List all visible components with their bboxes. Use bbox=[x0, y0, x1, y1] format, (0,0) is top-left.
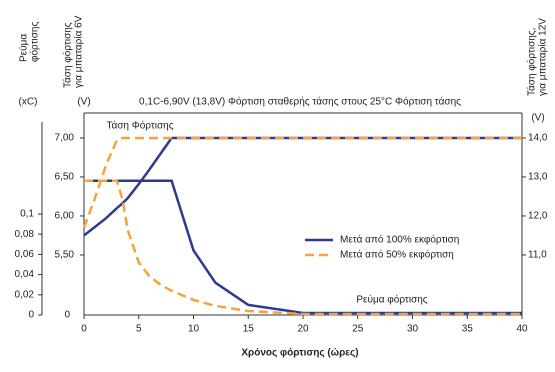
current-line bbox=[84, 179, 522, 315]
current-tick-label: 0,08 bbox=[15, 229, 35, 240]
x-tick-label: 30 bbox=[407, 324, 419, 335]
legend-label: Μετά από 50% εκφόρτιση bbox=[340, 249, 454, 261]
current-tick-label: 0 bbox=[28, 310, 34, 321]
y2-tick-label: 13,0 bbox=[528, 172, 548, 183]
current-tick-label: 0,02 bbox=[15, 289, 35, 300]
y-unit: (V) bbox=[77, 97, 90, 108]
y-axis-title: Τάση φόρτισης bbox=[62, 22, 74, 88]
y2-axis-title: Τάση φόρτισης, bbox=[526, 28, 538, 96]
y2-axis-title: για μπαταρία 12V bbox=[537, 18, 549, 96]
voltage-line bbox=[83, 136, 522, 237]
x-tick-label: 35 bbox=[462, 324, 474, 335]
x-tick-label: 20 bbox=[297, 324, 309, 335]
x-tick-label: 40 bbox=[516, 324, 528, 335]
x-tick-label: 0 bbox=[81, 324, 87, 335]
current-tick-label: 0,06 bbox=[15, 249, 35, 260]
voltage-line bbox=[82, 136, 522, 229]
x-tick-label: 10 bbox=[188, 324, 200, 335]
y2-unit: (V) bbox=[531, 113, 544, 124]
x-axis-title: Χρόνος φόρτισης (ώρες) bbox=[241, 348, 358, 359]
y-tick-label: 7,00 bbox=[55, 133, 75, 144]
x-tick-label: 15 bbox=[243, 324, 255, 335]
y-tick-label: 5,50 bbox=[55, 250, 75, 261]
current-line bbox=[84, 179, 522, 316]
y-tick-label: 6,00 bbox=[55, 211, 75, 222]
x-tick-label: 25 bbox=[352, 324, 364, 335]
y2-tick-label: 12,0 bbox=[528, 211, 548, 222]
y-axis-title: για μπαταρία 6V bbox=[73, 15, 85, 88]
y-bottom-label: 0 bbox=[64, 310, 70, 321]
current-axis-title: φόρτισης bbox=[29, 22, 41, 62]
current-axis-title: Ρεύμα bbox=[18, 34, 30, 62]
current-tick-label: 0,04 bbox=[15, 269, 35, 280]
y-tick-label: 6,50 bbox=[55, 172, 75, 183]
chart-title: 0,1C-6,90V (13,8V) Φόρτιση σταθερής τάση… bbox=[139, 96, 461, 108]
voltage-annotation: Τάση Φόρτισης bbox=[106, 120, 173, 132]
current-unit: (xC) bbox=[19, 97, 38, 108]
y2-tick-label: 14,0 bbox=[528, 133, 548, 144]
current-annotation: Ρεύμα φόρτισης bbox=[356, 294, 427, 306]
current-tick-label: 0,1 bbox=[20, 209, 34, 220]
y2-tick-label: 11,0 bbox=[528, 250, 547, 261]
legend-label: Μετά από 100% εκφόρτιση bbox=[340, 234, 459, 246]
x-tick-label: 5 bbox=[136, 324, 142, 335]
